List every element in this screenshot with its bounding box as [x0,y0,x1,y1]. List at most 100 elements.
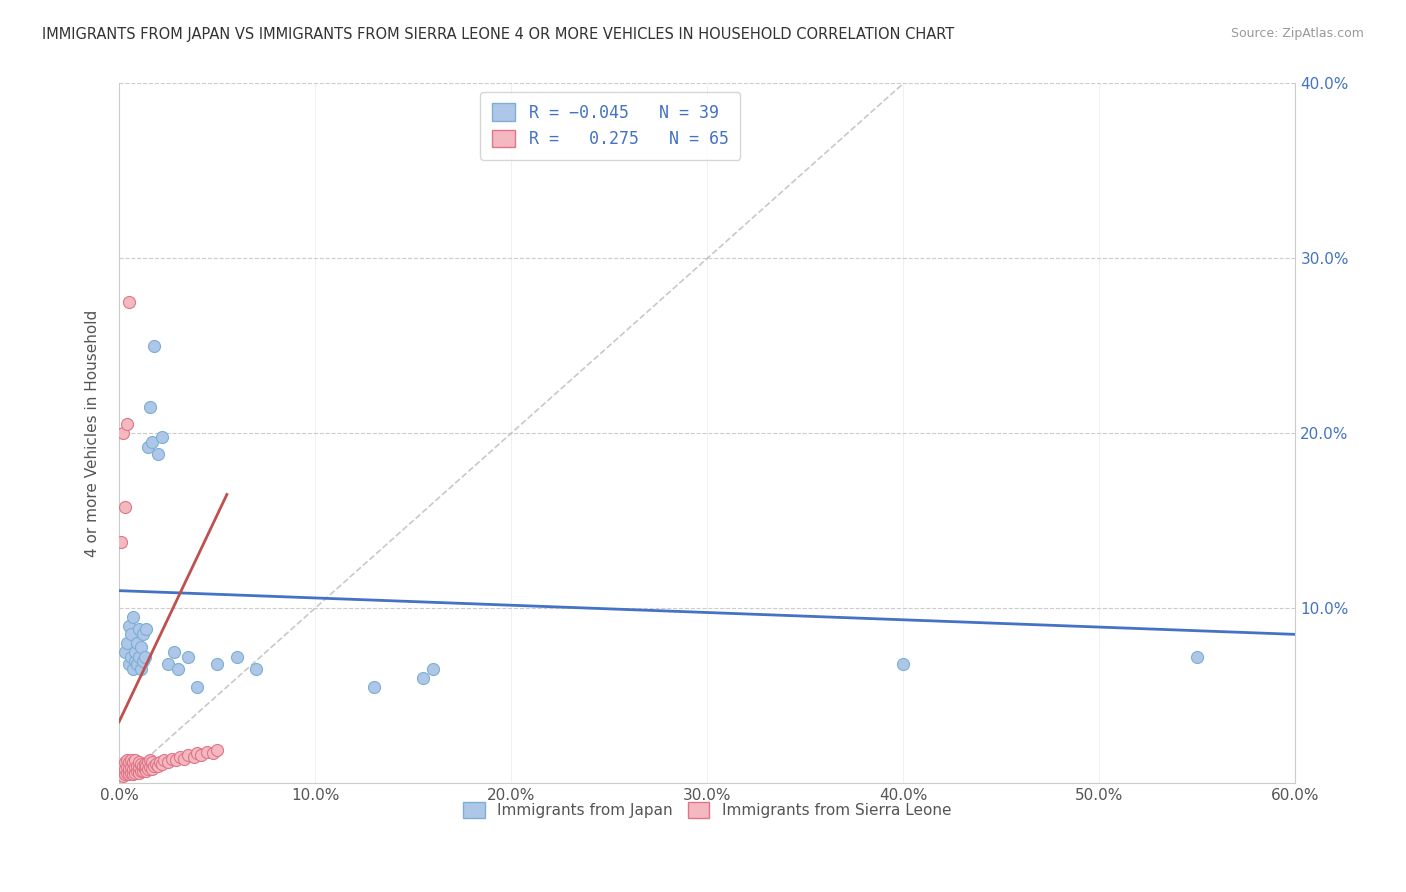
Point [121,762,143,776]
Point [124,654,146,668]
Point [149,755,172,769]
Point [141,434,163,449]
Point [134,756,156,771]
Point [176,747,198,762]
Point [129,756,152,771]
Point [128,765,150,780]
Point [118,295,141,310]
Point [195,745,218,759]
Point [125,764,148,778]
Point [131,764,153,778]
Point [128,760,150,774]
Point [120,650,142,665]
Point [115,753,138,767]
Point [1187,650,1209,665]
Point [120,760,142,774]
Point [135,758,157,772]
Point [148,758,170,772]
Point [111,758,134,772]
Point [110,767,132,781]
Point [363,680,385,694]
Point [120,753,142,767]
Point [125,636,148,650]
Point [139,760,162,774]
Point [118,762,141,776]
Point [160,751,183,765]
Point [141,762,163,776]
Point [121,755,143,769]
Point [225,650,247,665]
Point [138,440,160,454]
Point [176,650,198,665]
Point [124,760,146,774]
Point [118,657,141,672]
Point [202,747,225,761]
Point [121,610,143,624]
Point [143,758,166,772]
Point [205,743,228,757]
Point [115,765,138,780]
Point [139,400,162,414]
Point [114,500,136,514]
Point [145,756,167,771]
Point [115,760,138,774]
Point [163,645,186,659]
Point [134,650,156,665]
Point [135,764,157,778]
Point [118,755,141,769]
Point [131,654,153,668]
Point [111,764,134,778]
Point [124,645,146,659]
Point [141,755,163,769]
Point [131,758,153,772]
Point [190,747,212,762]
Point [412,671,434,685]
Point [165,753,187,767]
Point [120,765,142,780]
Point [120,627,142,641]
Point [128,755,150,769]
Point [111,769,134,783]
Point [186,680,208,694]
Point [110,762,132,776]
Point [118,767,141,781]
Point [153,753,176,767]
Point [125,657,148,672]
Point [139,753,162,767]
Point [121,767,143,781]
Point [186,747,208,761]
Point [891,657,914,672]
Y-axis label: 4 or more Vehicles in Household: 4 or more Vehicles in Household [86,310,100,557]
Point [114,755,136,769]
Point [114,767,136,781]
Point [121,662,143,676]
Point [150,430,173,444]
Point [143,339,166,353]
Point [135,622,157,636]
Point [138,755,160,769]
Legend: Immigrants from Japan, Immigrants from Sierra Leone: Immigrants from Japan, Immigrants from S… [457,797,957,824]
Point [128,622,150,636]
Point [124,753,146,767]
Point [148,447,170,461]
Point [157,755,180,769]
Point [115,417,138,432]
Point [129,662,152,676]
Point [245,662,267,676]
Point [128,650,150,665]
Point [129,640,152,654]
Point [173,751,195,765]
Point [114,762,136,776]
Point [125,758,148,772]
Point [114,645,136,659]
Point [157,657,180,672]
Point [134,762,156,776]
Point [205,657,228,672]
Point [183,749,205,764]
Point [138,762,160,776]
Point [111,426,134,441]
Point [167,662,190,676]
Point [110,534,132,549]
Point [422,662,444,676]
Point [169,749,191,764]
